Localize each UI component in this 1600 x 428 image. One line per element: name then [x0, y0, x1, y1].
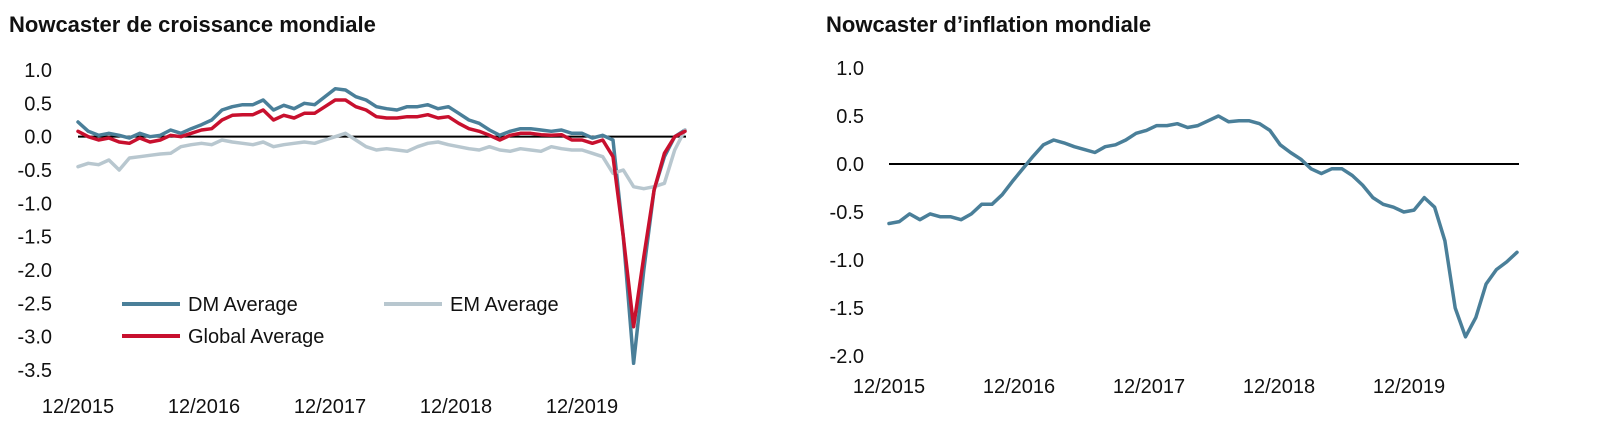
- global-average-legend-label: Global Average: [188, 326, 324, 348]
- y-tick-label: 0.5: [836, 106, 864, 128]
- inflation-chart-title: Nowcaster d’inflation mondiale: [826, 12, 1152, 37]
- x-tick-label: 12/2017: [294, 396, 366, 418]
- y-tick-label: -2.0: [18, 260, 52, 282]
- y-tick-label: 1.0: [24, 60, 52, 82]
- y-tick-label: 1.0: [836, 58, 864, 80]
- x-tick-label: 12/2019: [1373, 376, 1445, 398]
- y-tick-label: -3.0: [18, 327, 52, 349]
- x-tick-label: 12/2017: [1113, 376, 1185, 398]
- inflation-chart: 1.0 0.5 0.0 -0.5 -1.0 -1.5 -2.0 12/2015 12/2016 1…: [830, 58, 1519, 398]
- x-tick-label: 12/2016: [983, 376, 1055, 398]
- y-tick-label: -3.5: [18, 360, 52, 382]
- x-tick-label: 12/2015: [853, 376, 925, 398]
- y-tick-label: -1.5: [18, 227, 52, 249]
- y-tick-label: -2.0: [830, 346, 864, 368]
- growth-chart-title: Nowcaster de croissance mondiale: [9, 12, 376, 37]
- dm-average-series-line: [76, 86, 687, 366]
- em-average-legend-label: EM Average: [450, 294, 559, 316]
- global-average-series-line: [76, 98, 687, 329]
- y-tick-label: -0.5: [18, 160, 52, 182]
- y-tick-label: -1.5: [830, 298, 864, 320]
- x-tick-label: 12/2019: [546, 396, 618, 418]
- dm-average-legend-label: DM Average: [188, 294, 298, 316]
- x-tick-label: 12/2015: [42, 396, 114, 418]
- y-tick-label: 0.0: [836, 154, 864, 176]
- x-tick-label: 12/2016: [168, 396, 240, 418]
- y-tick-label: -2.5: [18, 293, 52, 315]
- x-tick-label: 12/2018: [420, 396, 492, 418]
- y-tick-label: -1.0: [18, 193, 52, 215]
- em-average-series-line: [76, 128, 687, 191]
- y-tick-label: 0.0: [24, 127, 52, 149]
- inflation-series-line: [887, 114, 1519, 339]
- y-tick-label: 0.5: [24, 93, 52, 115]
- growth-chart: 1.0 0.5 0.0 -0.5 -1.0 -1.5 -2.0 -2.5 -3.0 -3.5 12/…: [18, 60, 687, 418]
- y-tick-label: -0.5: [830, 202, 864, 224]
- inflation-panel: Nowcaster d’inflation mondiale 1.0 0.5 0.0…: [800, 0, 1600, 428]
- x-tick-label: 12/2018: [1243, 376, 1315, 398]
- growth-panel: Nowcaster de croissance mondiale 1.0 0.5 0…: [9, 12, 687, 418]
- y-tick-label: -1.0: [830, 250, 864, 272]
